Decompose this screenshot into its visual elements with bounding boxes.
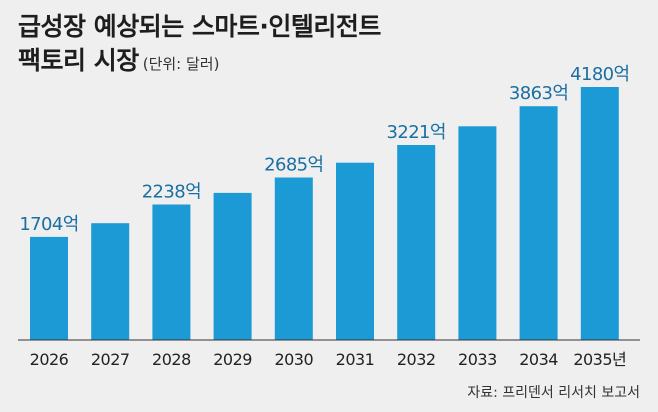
x-tick-2028: 2028 (152, 350, 191, 369)
bar-2033 (458, 126, 497, 340)
bar-2032 (397, 145, 436, 340)
data-label-2028: 2238억 (142, 182, 201, 203)
x-tick-2031: 2031 (336, 350, 375, 369)
bar-2031 (336, 162, 374, 340)
chart-title-line2: 팩토리 시장 (단위: 달러) (18, 44, 381, 81)
chart-title-line1: 급성장 예상되는 스마트·인텔리전트 (18, 12, 381, 41)
data-label-2030: 2685억 (264, 155, 323, 176)
bar-2029 (213, 192, 252, 340)
bar-2030 (274, 177, 313, 340)
x-tick-2030: 2030 (274, 350, 313, 369)
chart-title-line2-text: 팩토리 시장 (18, 46, 139, 75)
unit-label: (단위: 달러) (142, 55, 220, 73)
x-tick-2027: 2027 (91, 350, 130, 369)
x-tick-2034: 2034 (519, 350, 558, 369)
bar-2034 (519, 106, 558, 340)
source-note: 자료: 프리덴서 리서치 보고서 (467, 385, 640, 401)
bar-2035년 (580, 87, 619, 340)
x-tick-2035년: 2035년 (573, 350, 626, 369)
data-label-2034: 3863억 (509, 83, 568, 104)
chart-title: 급성장 예상되는 스마트·인텔리전트 팩토리 시장 (단위: 달러) (18, 10, 381, 81)
x-tick-2026: 2026 (30, 350, 69, 369)
data-label-2032: 3221억 (387, 122, 446, 143)
data-label-2026: 1704억 (19, 214, 78, 235)
x-tick-2029: 2029 (213, 350, 252, 369)
bar-2026 (30, 236, 68, 340)
x-tick-2033: 2033 (458, 350, 497, 369)
bar-2027 (91, 223, 130, 340)
x-tick-2032: 2032 (397, 350, 436, 369)
data-label-2035년: 4180억 (570, 64, 629, 85)
bar-2028 (152, 204, 191, 340)
